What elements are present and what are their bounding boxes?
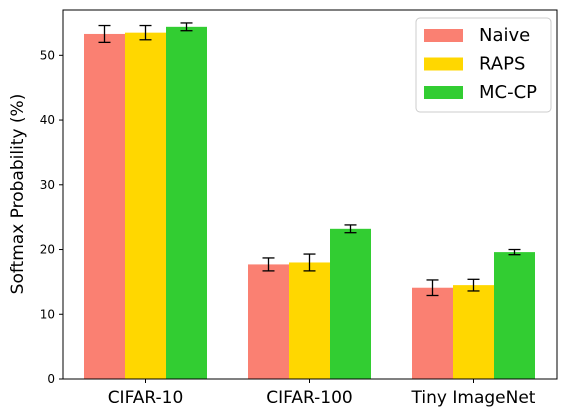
y-tick-label: 20 bbox=[40, 243, 55, 257]
bar-naive-2 bbox=[412, 287, 453, 379]
y-tick-label: 30 bbox=[40, 178, 55, 192]
error-bar-naive-0 bbox=[98, 24, 111, 44]
error-bar-mc-cp-2 bbox=[508, 248, 521, 256]
error-bars-layer bbox=[98, 22, 521, 297]
y-tick-label: 50 bbox=[40, 48, 55, 62]
bar-raps-2 bbox=[453, 285, 494, 379]
y-tick-label: 10 bbox=[40, 307, 55, 321]
bar-mc-cp-1 bbox=[330, 228, 371, 379]
x-axis: CIFAR-10 CIFAR-100 Tiny ImageNet bbox=[108, 379, 536, 408]
error-bar-mc-cp-1 bbox=[344, 224, 357, 234]
legend-swatch bbox=[424, 29, 463, 42]
y-axis-label: Softmax Probability (%) bbox=[8, 94, 28, 295]
bar-naive-0 bbox=[84, 33, 125, 379]
error-bar-mc-cp-0 bbox=[180, 22, 193, 32]
error-bar-raps-2 bbox=[467, 278, 480, 292]
x-tick-label: Tiny ImageNet bbox=[411, 388, 536, 408]
y-tick-label: 0 bbox=[47, 372, 55, 386]
bar-raps-0 bbox=[125, 32, 166, 379]
bar-naive-1 bbox=[248, 264, 289, 379]
bar-mc-cp-0 bbox=[166, 26, 207, 380]
legend-item-mc-cp: MC-CP bbox=[424, 82, 537, 103]
bars-layer bbox=[84, 26, 535, 380]
x-tick-label: CIFAR-10 bbox=[108, 388, 184, 408]
x-tick-label: CIFAR-100 bbox=[266, 388, 352, 408]
legend-swatch bbox=[424, 86, 463, 99]
error-bar-raps-0 bbox=[139, 24, 152, 41]
y-axis: 0 10 20 30 40 50 bbox=[40, 48, 63, 386]
legend-item-naive: Naive bbox=[424, 25, 530, 46]
legend-label: MC-CP bbox=[479, 82, 537, 103]
legend-label: Naive bbox=[479, 25, 530, 46]
bar-mc-cp-2 bbox=[494, 252, 535, 379]
y-tick-label: 40 bbox=[40, 113, 55, 127]
legend-swatch bbox=[424, 57, 463, 71]
bar-raps-1 bbox=[289, 262, 330, 379]
legend-label: RAPS bbox=[479, 54, 525, 75]
error-bar-raps-1 bbox=[303, 253, 316, 272]
legend: Naive RAPS MC-CP bbox=[415, 17, 552, 113]
error-bar-naive-2 bbox=[426, 279, 439, 297]
error-bar-naive-1 bbox=[262, 257, 275, 272]
legend-item-raps: RAPS bbox=[424, 54, 525, 75]
